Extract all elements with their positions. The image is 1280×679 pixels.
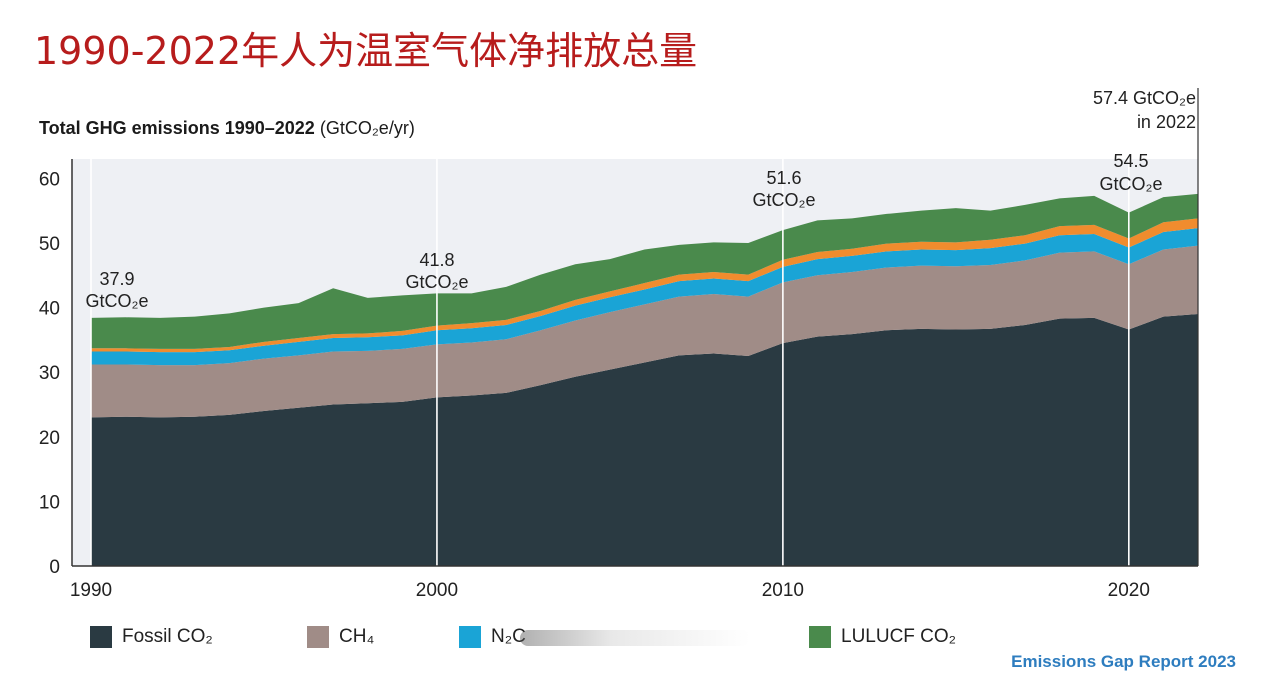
area-series-1 xyxy=(91,314,1198,566)
x-tick-label: 2020 xyxy=(1108,580,1150,601)
page-title: 1990-2022年人为温室气体净排放总量 xyxy=(34,29,698,73)
chart-legend: Fossil CO₂ CH₄ N₂C LULUCF CO₂ xyxy=(0,626,1280,656)
y-tick-label: 0 xyxy=(49,557,60,578)
source-credit: Emissions Gap Report 2023 xyxy=(1011,652,1236,671)
annotation-value: 57.4 GtCO₂e xyxy=(1093,88,1196,108)
legend-swatch xyxy=(90,626,112,648)
legend-label: N₂C xyxy=(491,626,526,647)
legend-item: Fossil CO₂ xyxy=(90,626,213,648)
chart-subtitle-main: Total GHG emissions 1990–2022 xyxy=(39,118,315,138)
legend-label: LULUCF CO₂ xyxy=(841,626,957,647)
legend-item: CH₄ xyxy=(307,626,374,648)
area-series-2 xyxy=(91,245,1198,418)
x-tick-label: 1990 xyxy=(70,580,112,601)
annotation-unit: GtCO₂e xyxy=(1100,174,1163,194)
y-tick-label: 20 xyxy=(39,428,60,449)
area-series-3 xyxy=(91,228,1198,366)
area-series-4 xyxy=(91,218,1198,353)
legend-swatch xyxy=(459,626,481,648)
annotation-unit: GtCO₂e xyxy=(406,272,469,292)
x-tick-label: 2010 xyxy=(762,580,804,601)
annotation-value: 37.9 xyxy=(99,269,134,289)
legend-swatch xyxy=(809,626,831,648)
chart-subtitle: Total GHG emissions 1990–2022 (GtCO₂e/yr… xyxy=(39,118,415,139)
chart-subtitle-unit: (GtCO₂e/yr) xyxy=(319,118,415,138)
annotation-unit: in 2022 xyxy=(1137,112,1196,132)
legend-item: LULUCF CO₂ xyxy=(809,626,956,648)
y-tick-label: 50 xyxy=(39,234,60,255)
y-tick-label: 40 xyxy=(39,299,60,320)
annotation-value: 51.6 xyxy=(766,168,801,188)
legend-label: CH₄ xyxy=(339,626,375,647)
area-series-5 xyxy=(91,193,1198,349)
legend-swatch xyxy=(307,626,329,648)
annotation-value: 54.5 xyxy=(1113,151,1148,171)
y-tick-label: 10 xyxy=(39,492,60,513)
annotation-unit: GtCO₂e xyxy=(753,190,816,210)
annotation-value: 41.8 xyxy=(419,250,454,270)
legend-obscured-region xyxy=(520,630,750,646)
annotation-unit: GtCO₂e xyxy=(86,291,149,311)
x-tick-label: 2000 xyxy=(416,580,458,601)
y-tick-label: 60 xyxy=(39,169,60,190)
legend-item: N₂C xyxy=(459,626,526,648)
legend-label: Fossil CO₂ xyxy=(122,626,213,647)
y-tick-label: 30 xyxy=(39,363,60,384)
